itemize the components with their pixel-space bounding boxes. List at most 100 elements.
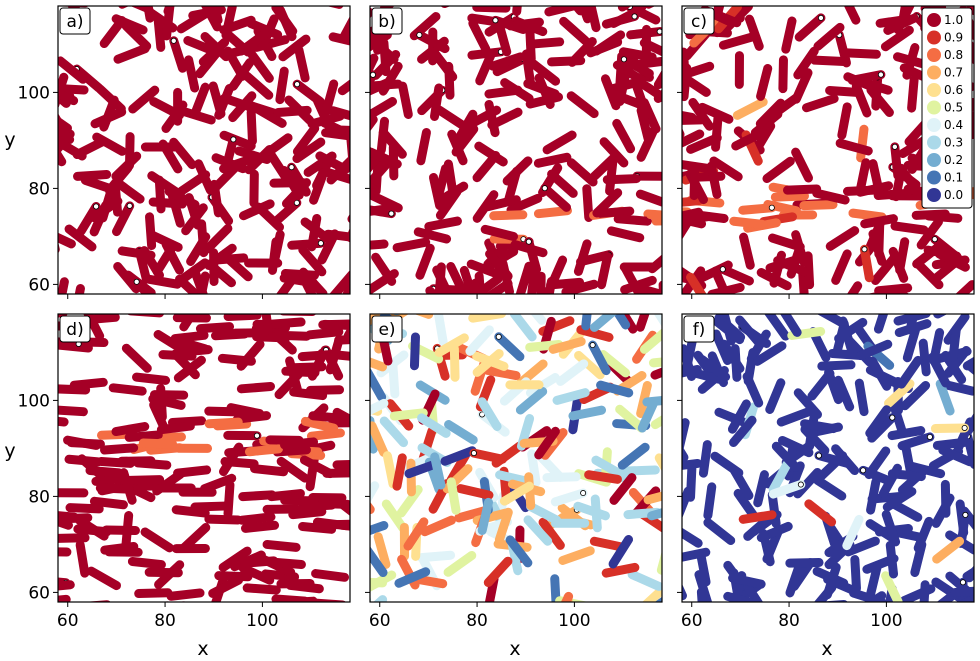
rod (130, 6, 154, 14)
rod (891, 163, 907, 202)
rod (584, 470, 622, 484)
rod (732, 97, 768, 120)
rod (644, 6, 656, 9)
rod (414, 314, 434, 319)
rod (727, 399, 751, 434)
rod (222, 252, 253, 282)
rod-marker (959, 579, 966, 586)
rod (51, 300, 80, 301)
rod-marker (891, 143, 898, 150)
rod (950, 586, 974, 598)
rod (825, 226, 860, 251)
rod (559, 16, 590, 46)
rod (332, 459, 350, 470)
rod (843, 536, 880, 557)
rod (394, 567, 431, 588)
rod (173, 355, 206, 383)
rod (64, 454, 103, 467)
rod (159, 601, 170, 602)
rod (55, 301, 84, 306)
rod (547, 169, 578, 198)
rod (430, 452, 446, 490)
rod (573, 501, 610, 521)
rod (489, 210, 528, 221)
rod (58, 113, 73, 143)
rod (902, 325, 920, 363)
rod (262, 539, 301, 552)
rod (606, 226, 645, 243)
rod (639, 38, 662, 57)
rod (651, 216, 662, 226)
rod-marker (580, 490, 587, 497)
rod (682, 583, 687, 601)
rod (482, 365, 521, 381)
rod (403, 517, 429, 551)
legend-label: 1.0 (944, 13, 963, 27)
rod (171, 505, 210, 518)
rod (156, 421, 195, 435)
rod (739, 232, 755, 270)
rod (190, 266, 208, 294)
rod (279, 314, 316, 316)
rod (413, 227, 452, 244)
rod (156, 383, 167, 422)
x-label-e: x (509, 638, 520, 660)
rod (759, 529, 775, 567)
panel-label: c) (683, 7, 715, 35)
rod (483, 556, 513, 588)
rod (487, 107, 523, 130)
rod (578, 6, 593, 24)
rod (370, 147, 402, 169)
rods-0 (51, 6, 350, 306)
legend-label: 0.0 (944, 188, 963, 202)
rod (58, 277, 69, 294)
rod (723, 591, 760, 602)
rod (682, 129, 705, 148)
rod (246, 107, 257, 146)
rod (111, 151, 142, 181)
rod (124, 430, 163, 442)
rod-marker (861, 246, 868, 253)
rod (223, 480, 235, 519)
rod (430, 49, 458, 82)
panel-label-box (59, 315, 91, 343)
rod (793, 46, 819, 80)
rod (463, 278, 480, 294)
rod (169, 137, 197, 170)
rod (612, 60, 647, 85)
rod (867, 356, 892, 391)
rod (502, 156, 533, 186)
rod (443, 550, 477, 577)
rod-marker (589, 342, 596, 349)
rod (815, 599, 848, 602)
rod (718, 264, 754, 286)
rod (138, 438, 178, 449)
rods-3 (58, 314, 350, 602)
rod (897, 432, 935, 451)
rod (550, 488, 588, 507)
rod (546, 277, 585, 290)
rod (244, 444, 283, 457)
rod (936, 592, 956, 602)
rod (58, 136, 87, 161)
rod (169, 36, 188, 73)
rod (204, 406, 243, 417)
rod (711, 114, 723, 152)
rod (416, 128, 431, 166)
rod (339, 15, 350, 42)
rod (305, 385, 345, 395)
rod-marker (877, 71, 884, 78)
rod (173, 601, 187, 602)
rod (682, 547, 711, 562)
x-tick-label: 60 (57, 611, 79, 631)
rod (696, 587, 707, 602)
rod (297, 349, 336, 362)
rod (379, 416, 409, 448)
rod (370, 357, 388, 372)
rod (288, 507, 327, 520)
rod (203, 6, 211, 7)
rod (357, 28, 363, 56)
panel-label-box (683, 7, 715, 35)
x-tick-label: 100 (870, 611, 902, 631)
rod (167, 190, 185, 228)
